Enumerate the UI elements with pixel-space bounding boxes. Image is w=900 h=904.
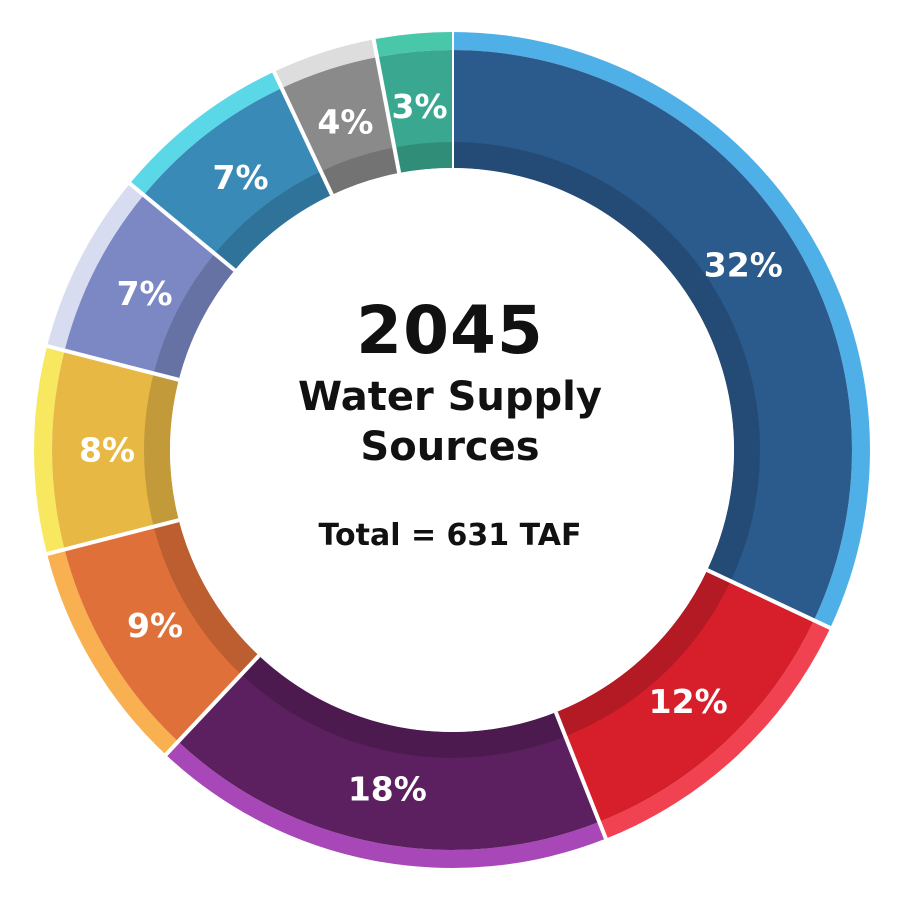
pie-slice-inner-shadow [241,655,566,758]
pie-slice-band [64,195,235,380]
slice-data-label: 7% [213,158,269,197]
pie-slice-inner-shadow [555,570,731,737]
slice-data-label: 4% [317,102,373,141]
pie-slice-rim [129,71,282,196]
center-hole [170,168,734,732]
pie-slice [271,39,400,196]
pie-slice [34,346,180,557]
pie-slice-inner-shadow [214,171,332,271]
pie-slice [165,655,609,868]
pie-slice-inner-shadow [144,373,179,527]
pie-slice-band [143,88,332,271]
pie-slice-band [452,50,853,621]
slice-data-label: 32% [704,246,783,285]
pie-slice-rim [373,32,452,58]
slice-data-label: 7% [117,274,173,313]
pie-slice-inner-shadow [320,147,400,195]
pie-slice-rim [274,39,378,89]
slice-separator [371,37,402,174]
pie-slice-rim [452,32,870,628]
pie-slice-inner-shadow [153,253,235,380]
pie-slice [127,71,332,272]
pie-slice-inner-shadow [153,520,259,675]
pie-slice-rim [599,620,831,839]
center-text: 2045 Water Supply Sources Total = 631 TA… [210,290,690,556]
pie-slice-inner-shadow [394,142,452,173]
pie-slice-inner-shadow [452,142,760,582]
pie-slice-band [178,655,600,850]
slices-layer [34,30,870,868]
slice-separator [44,518,180,557]
labels-layer: 32% 12% 18% 9% 8% 7% 7% 4% 3% [79,87,783,808]
slice-separator [127,180,236,272]
slice-separator [706,568,833,631]
chart-subtitle: Water Supply Sources [298,374,602,470]
pie-slice [371,32,452,174]
pie-slice [555,568,833,839]
slice-separator [271,69,334,196]
pie-slice-rim [47,183,144,351]
pie-slice-band [281,57,400,195]
total-annotation: Total = 631 TAF [318,518,582,553]
slice-separator [44,343,180,382]
pie-slice-band [377,50,452,173]
pie-slice [44,183,235,382]
pie-slice-rim [165,741,606,868]
slice-data-label: 8% [79,431,135,470]
chart-title: 2045 [356,292,544,369]
slice-separator [553,711,609,842]
pie-slice-band [51,350,179,550]
slice-data-label: 18% [348,769,427,808]
slice-data-label: 12% [649,682,728,721]
slice-data-label: 9% [127,606,183,645]
pie-slice-band [64,520,259,742]
pie-slice [47,520,261,758]
pie-slice-band [555,570,814,822]
slice-data-label: 3% [392,87,448,126]
pie-slice-rim [34,346,65,554]
slice-separator [163,654,261,758]
pie-slice-rim [47,549,179,755]
